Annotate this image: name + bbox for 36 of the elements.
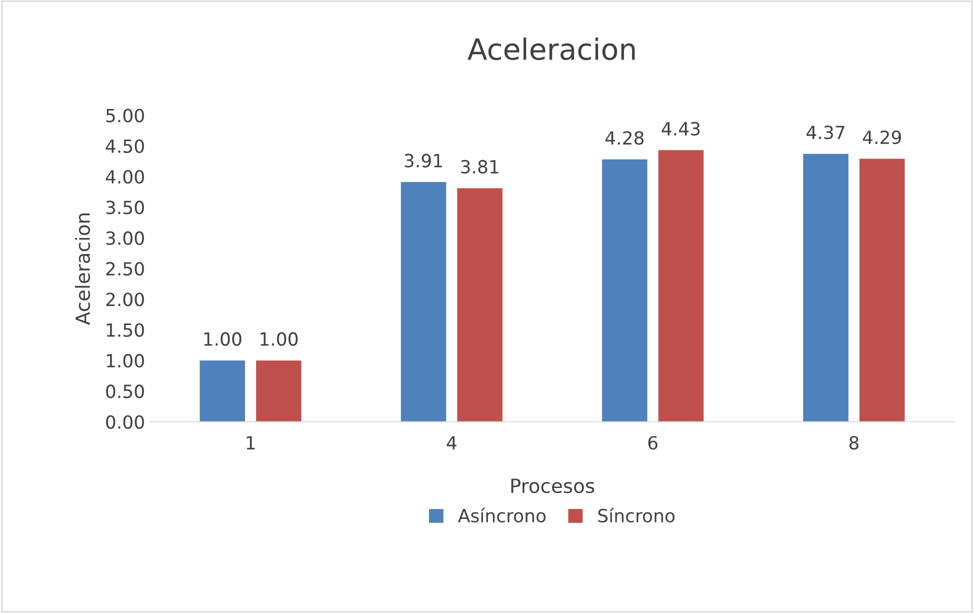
- data-label: 4.37: [806, 126, 844, 140]
- x-tick-label: 6: [648, 436, 658, 450]
- x-tick-label: 4: [446, 436, 456, 450]
- data-label: 3.91: [404, 154, 442, 168]
- y-tick-label: 4.00: [106, 170, 144, 184]
- bar: [859, 158, 905, 422]
- bar: [602, 159, 648, 422]
- y-axis-title: Aceleracion: [75, 214, 90, 325]
- y-tick-label: 0.00: [106, 415, 144, 429]
- y-tick-label: 0.50: [106, 384, 144, 398]
- y-tick-label: 2.50: [106, 262, 144, 276]
- legend-label: Asíncrono: [458, 508, 546, 522]
- chart-title: Aceleracion: [468, 38, 635, 60]
- legend-label: Síncrono: [598, 508, 675, 522]
- bar: [457, 188, 502, 422]
- y-tick-label: 3.00: [106, 231, 144, 245]
- data-label: 1.00: [260, 332, 298, 346]
- x-tick-label: 1: [246, 436, 255, 450]
- bar: [400, 182, 446, 422]
- y-tick-label: 5.00: [106, 108, 144, 122]
- bar: [658, 150, 704, 422]
- bar: [256, 360, 302, 422]
- y-tick-label: 1.50: [106, 323, 144, 337]
- data-label: 4.28: [605, 131, 644, 145]
- y-tick-label: 4.50: [106, 139, 144, 154]
- x-tick-label: 8: [849, 436, 858, 450]
- x-axis-title: Procesos: [511, 478, 594, 494]
- data-label: 4.29: [862, 130, 901, 144]
- y-tick-label: 2.00: [106, 292, 144, 306]
- bar: [803, 154, 848, 422]
- data-label: 3.81: [461, 160, 498, 174]
- y-tick-label: 3.50: [106, 200, 144, 214]
- data-label: 4.43: [662, 122, 700, 136]
- y-tick-label: 1.00: [106, 354, 144, 368]
- data-label: 1.00: [204, 332, 242, 346]
- bar: [200, 360, 246, 422]
